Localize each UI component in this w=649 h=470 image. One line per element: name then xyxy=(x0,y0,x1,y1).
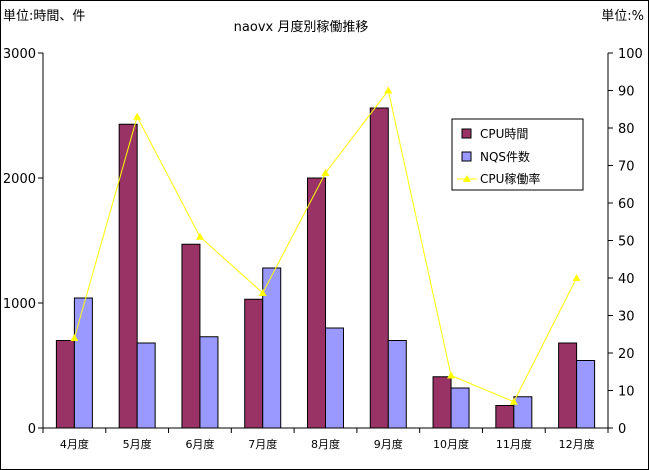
x-tick-label-5: 8月度 xyxy=(311,437,340,451)
bar-cpu-time-6 xyxy=(369,107,389,429)
bar-nqs-count-2 xyxy=(136,342,156,429)
bar-cpu-time-1 xyxy=(55,340,75,429)
bar-nqs-count-3 xyxy=(199,336,219,429)
x-tick-label-4: 7月度 xyxy=(248,437,277,451)
right-tick-label-10: 10 xyxy=(618,385,635,400)
right-tick-label-40: 40 xyxy=(618,272,635,287)
right-tick-label-70: 70 xyxy=(618,160,635,175)
bar-nqs-count-5 xyxy=(325,327,344,429)
plot-area: 0 1000 2000 3000 0 10 20 30 40 50 60 70 80 90 100 4月度 5月… xyxy=(3,47,643,451)
legend: CPU時間 NQS件数 CPU稼働率 xyxy=(451,118,584,191)
bar-cpu-time-7 xyxy=(432,376,452,429)
x-tick-label-8: 11月度 xyxy=(496,437,532,451)
legend-label-cpu-time: CPU時間 xyxy=(480,127,528,141)
bar-nqs-count-6 xyxy=(387,340,407,429)
bar-cpu-time-3 xyxy=(181,243,201,429)
bar-cpu-time-8 xyxy=(495,405,515,429)
right-tick-label-30: 30 xyxy=(618,310,635,325)
legend-swatch-cpu-time xyxy=(461,128,472,139)
bar-nqs-count-1 xyxy=(73,297,93,429)
x-tick-label-3: 6月度 xyxy=(185,437,214,451)
marker-cpu-utilization-8 xyxy=(509,397,518,405)
right-tick-label-100: 100 xyxy=(618,47,643,62)
legend-marker-cpu-utilization xyxy=(463,175,471,182)
right-tick-label-0: 0 xyxy=(618,422,626,437)
x-tick-label-2: 5月度 xyxy=(123,437,152,451)
bar-nqs-count-4 xyxy=(262,267,282,429)
x-tick-label-7: 10月度 xyxy=(433,437,469,451)
bar-cpu-time-4 xyxy=(244,298,264,429)
chart-title: naovx 月度別稼働推移 xyxy=(234,19,369,35)
bar-cpu-time-5 xyxy=(307,177,326,429)
x-tick-label-1: 4月度 xyxy=(60,437,89,451)
right-tick-label-80: 80 xyxy=(618,122,635,137)
bar-nqs-count-7 xyxy=(450,387,470,429)
right-axis-unit-label: 単位:% xyxy=(601,8,644,24)
marker-cpu-utilization-3 xyxy=(195,232,204,240)
marker-cpu-utilization-1 xyxy=(70,334,79,341)
x-tick-label-9: 12月度 xyxy=(559,437,595,451)
bar-nqs-count-8 xyxy=(513,396,533,429)
right-tick-label-50: 50 xyxy=(618,235,635,250)
legend-swatch-nqs-count xyxy=(461,151,472,162)
x-tick-label-6: 9月度 xyxy=(374,437,403,451)
left-tick-label-3000: 3000 xyxy=(3,47,36,62)
left-tick-label-2000: 2000 xyxy=(3,172,36,187)
marker-cpu-utilization-6 xyxy=(384,86,393,94)
marker-cpu-utilization-2 xyxy=(133,112,142,120)
bar-nqs-count-9 xyxy=(576,360,596,429)
marker-cpu-utilization-7 xyxy=(447,371,456,379)
legend-box xyxy=(451,118,584,191)
left-axis-unit-label: 単位:時間、件 xyxy=(3,8,85,24)
marker-cpu-utilization-5 xyxy=(321,169,330,176)
right-tick-label-60: 60 xyxy=(618,197,635,212)
marker-cpu-utilization-9 xyxy=(572,274,581,281)
legend-label-cpu-utilization: CPU稼働率 xyxy=(480,171,540,186)
left-tick-label-1000: 1000 xyxy=(3,297,36,312)
right-tick-label-90: 90 xyxy=(618,85,635,100)
legend-label-nqs-count: NQS件数 xyxy=(480,149,530,164)
left-tick-label-0: 0 xyxy=(28,422,36,437)
bar-cpu-time-9 xyxy=(558,342,578,429)
marker-cpu-utilization-4 xyxy=(258,289,267,296)
right-tick-label-20: 20 xyxy=(618,347,635,362)
